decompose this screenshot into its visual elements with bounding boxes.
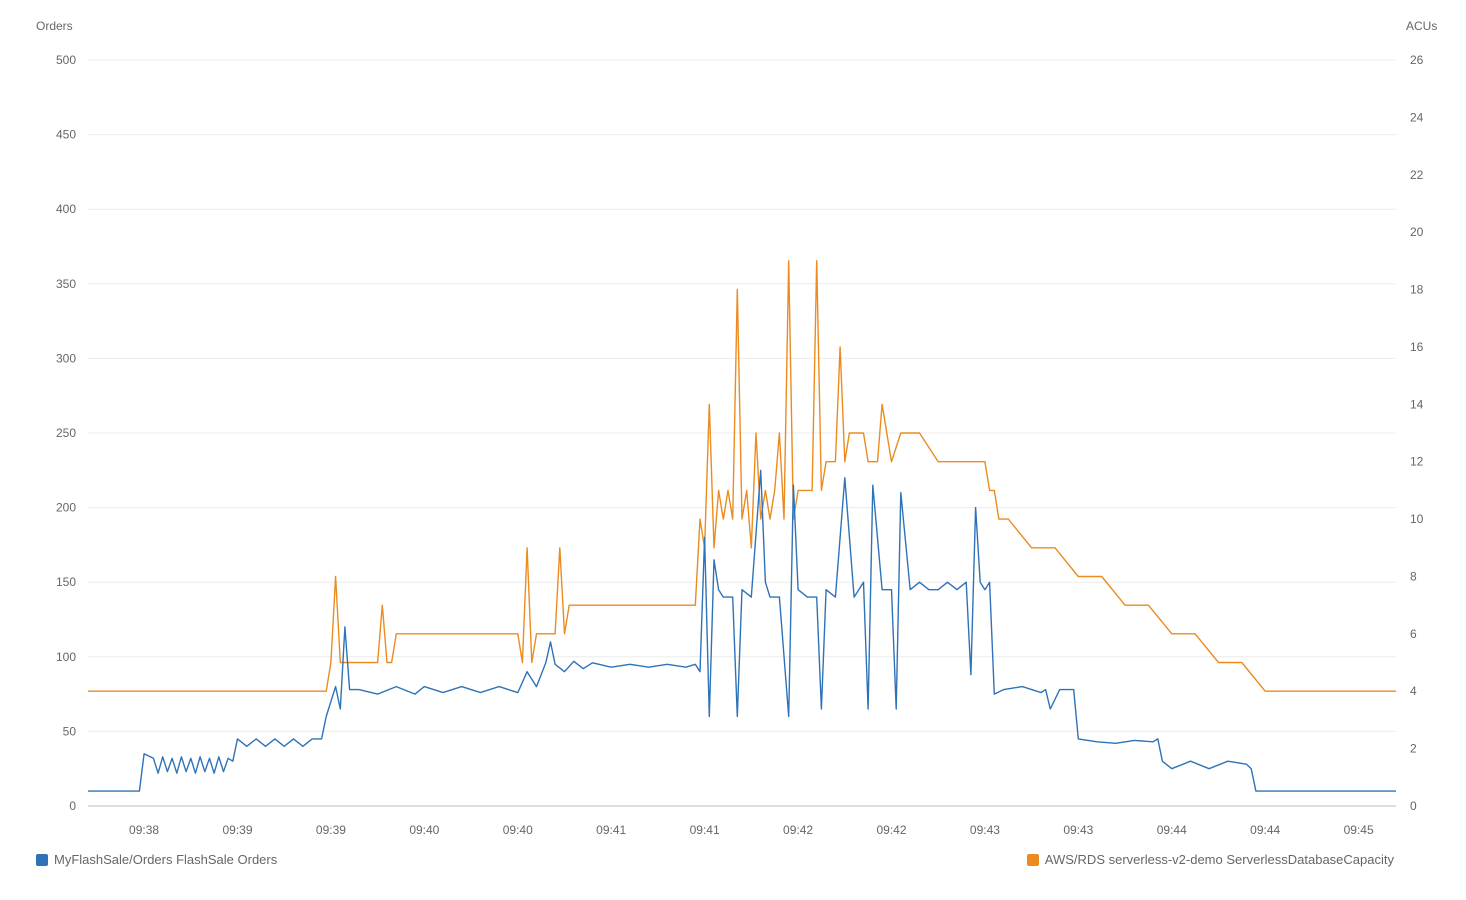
x-axis-ticks: 09:38 09:39 09:39 09:40 09:40 09:41 09:41 09:42…: [129, 823, 1374, 837]
legend-item-orders[interactable]: MyFlashSale/Orders FlashSale Orders: [36, 852, 277, 867]
left-tick-label: 450: [56, 128, 76, 142]
left-tick-label: 500: [56, 53, 76, 67]
x-tick-label: 09:44: [1157, 823, 1187, 837]
left-tick-label: 350: [56, 277, 76, 291]
left-tick-label: 150: [56, 575, 76, 589]
right-tick-label: 4: [1410, 684, 1417, 698]
right-tick-label: 6: [1410, 627, 1417, 641]
right-tick-label: 12: [1410, 455, 1424, 469]
right-axis-title: ACUs: [1406, 19, 1437, 33]
legend-label-orders: MyFlashSale/Orders FlashSale Orders: [54, 852, 278, 867]
x-tick-label: 09:40: [503, 823, 533, 837]
legend-label-capacity: AWS/RDS serverless-v2-demo ServerlessDat…: [1044, 852, 1394, 867]
grid-lines: [88, 59, 1396, 807]
series-layer: [88, 260, 1396, 792]
right-tick-label: 22: [1410, 168, 1424, 182]
left-tick-label: 200: [56, 501, 76, 515]
right-tick-label: 20: [1410, 225, 1424, 239]
legend-swatch-capacity: [1026, 853, 1039, 866]
right-tick-label: 14: [1410, 397, 1424, 411]
right-tick-label: 24: [1410, 110, 1424, 124]
x-tick-label: 09:42: [876, 823, 906, 837]
left-tick-label: 400: [56, 202, 76, 216]
right-tick-label: 26: [1410, 53, 1424, 67]
left-axis-title: Orders: [36, 19, 73, 33]
x-tick-label: 09:39: [316, 823, 346, 837]
x-tick-label: 09:44: [1250, 823, 1280, 837]
left-tick-label: 250: [56, 426, 76, 440]
left-tick-label: 50: [63, 724, 77, 738]
series-line-orders: [88, 469, 1396, 792]
legend-swatch-orders: [36, 853, 48, 866]
right-tick-label: 8: [1410, 569, 1417, 583]
left-tick-label: 300: [56, 351, 76, 365]
x-tick-label: 09:41: [596, 823, 626, 837]
x-tick-label: 09:43: [1063, 823, 1093, 837]
x-tick-label: 09:42: [783, 823, 813, 837]
right-tick-label: 2: [1410, 742, 1417, 756]
x-tick-label: 09:38: [129, 823, 159, 837]
right-tick-label: 10: [1410, 512, 1424, 526]
x-tick-label: 09:40: [409, 823, 439, 837]
left-tick-label: 100: [56, 650, 76, 664]
left-axis-ticks: 0 50 100 150 200 250 300 350 400 450 500: [56, 53, 76, 813]
x-tick-label: 09:43: [970, 823, 1000, 837]
x-tick-label: 09:39: [222, 823, 252, 837]
x-tick-label: 09:41: [690, 823, 720, 837]
left-tick-label: 0: [69, 799, 76, 813]
right-tick-label: 16: [1410, 340, 1424, 354]
series-line-capacity: [88, 260, 1396, 692]
x-tick-label: 09:45: [1344, 823, 1374, 837]
right-tick-label: 18: [1410, 283, 1424, 297]
right-tick-label: 0: [1410, 799, 1417, 813]
legend-item-capacity[interactable]: AWS/RDS serverless-v2-demo ServerlessDat…: [1026, 852, 1394, 867]
